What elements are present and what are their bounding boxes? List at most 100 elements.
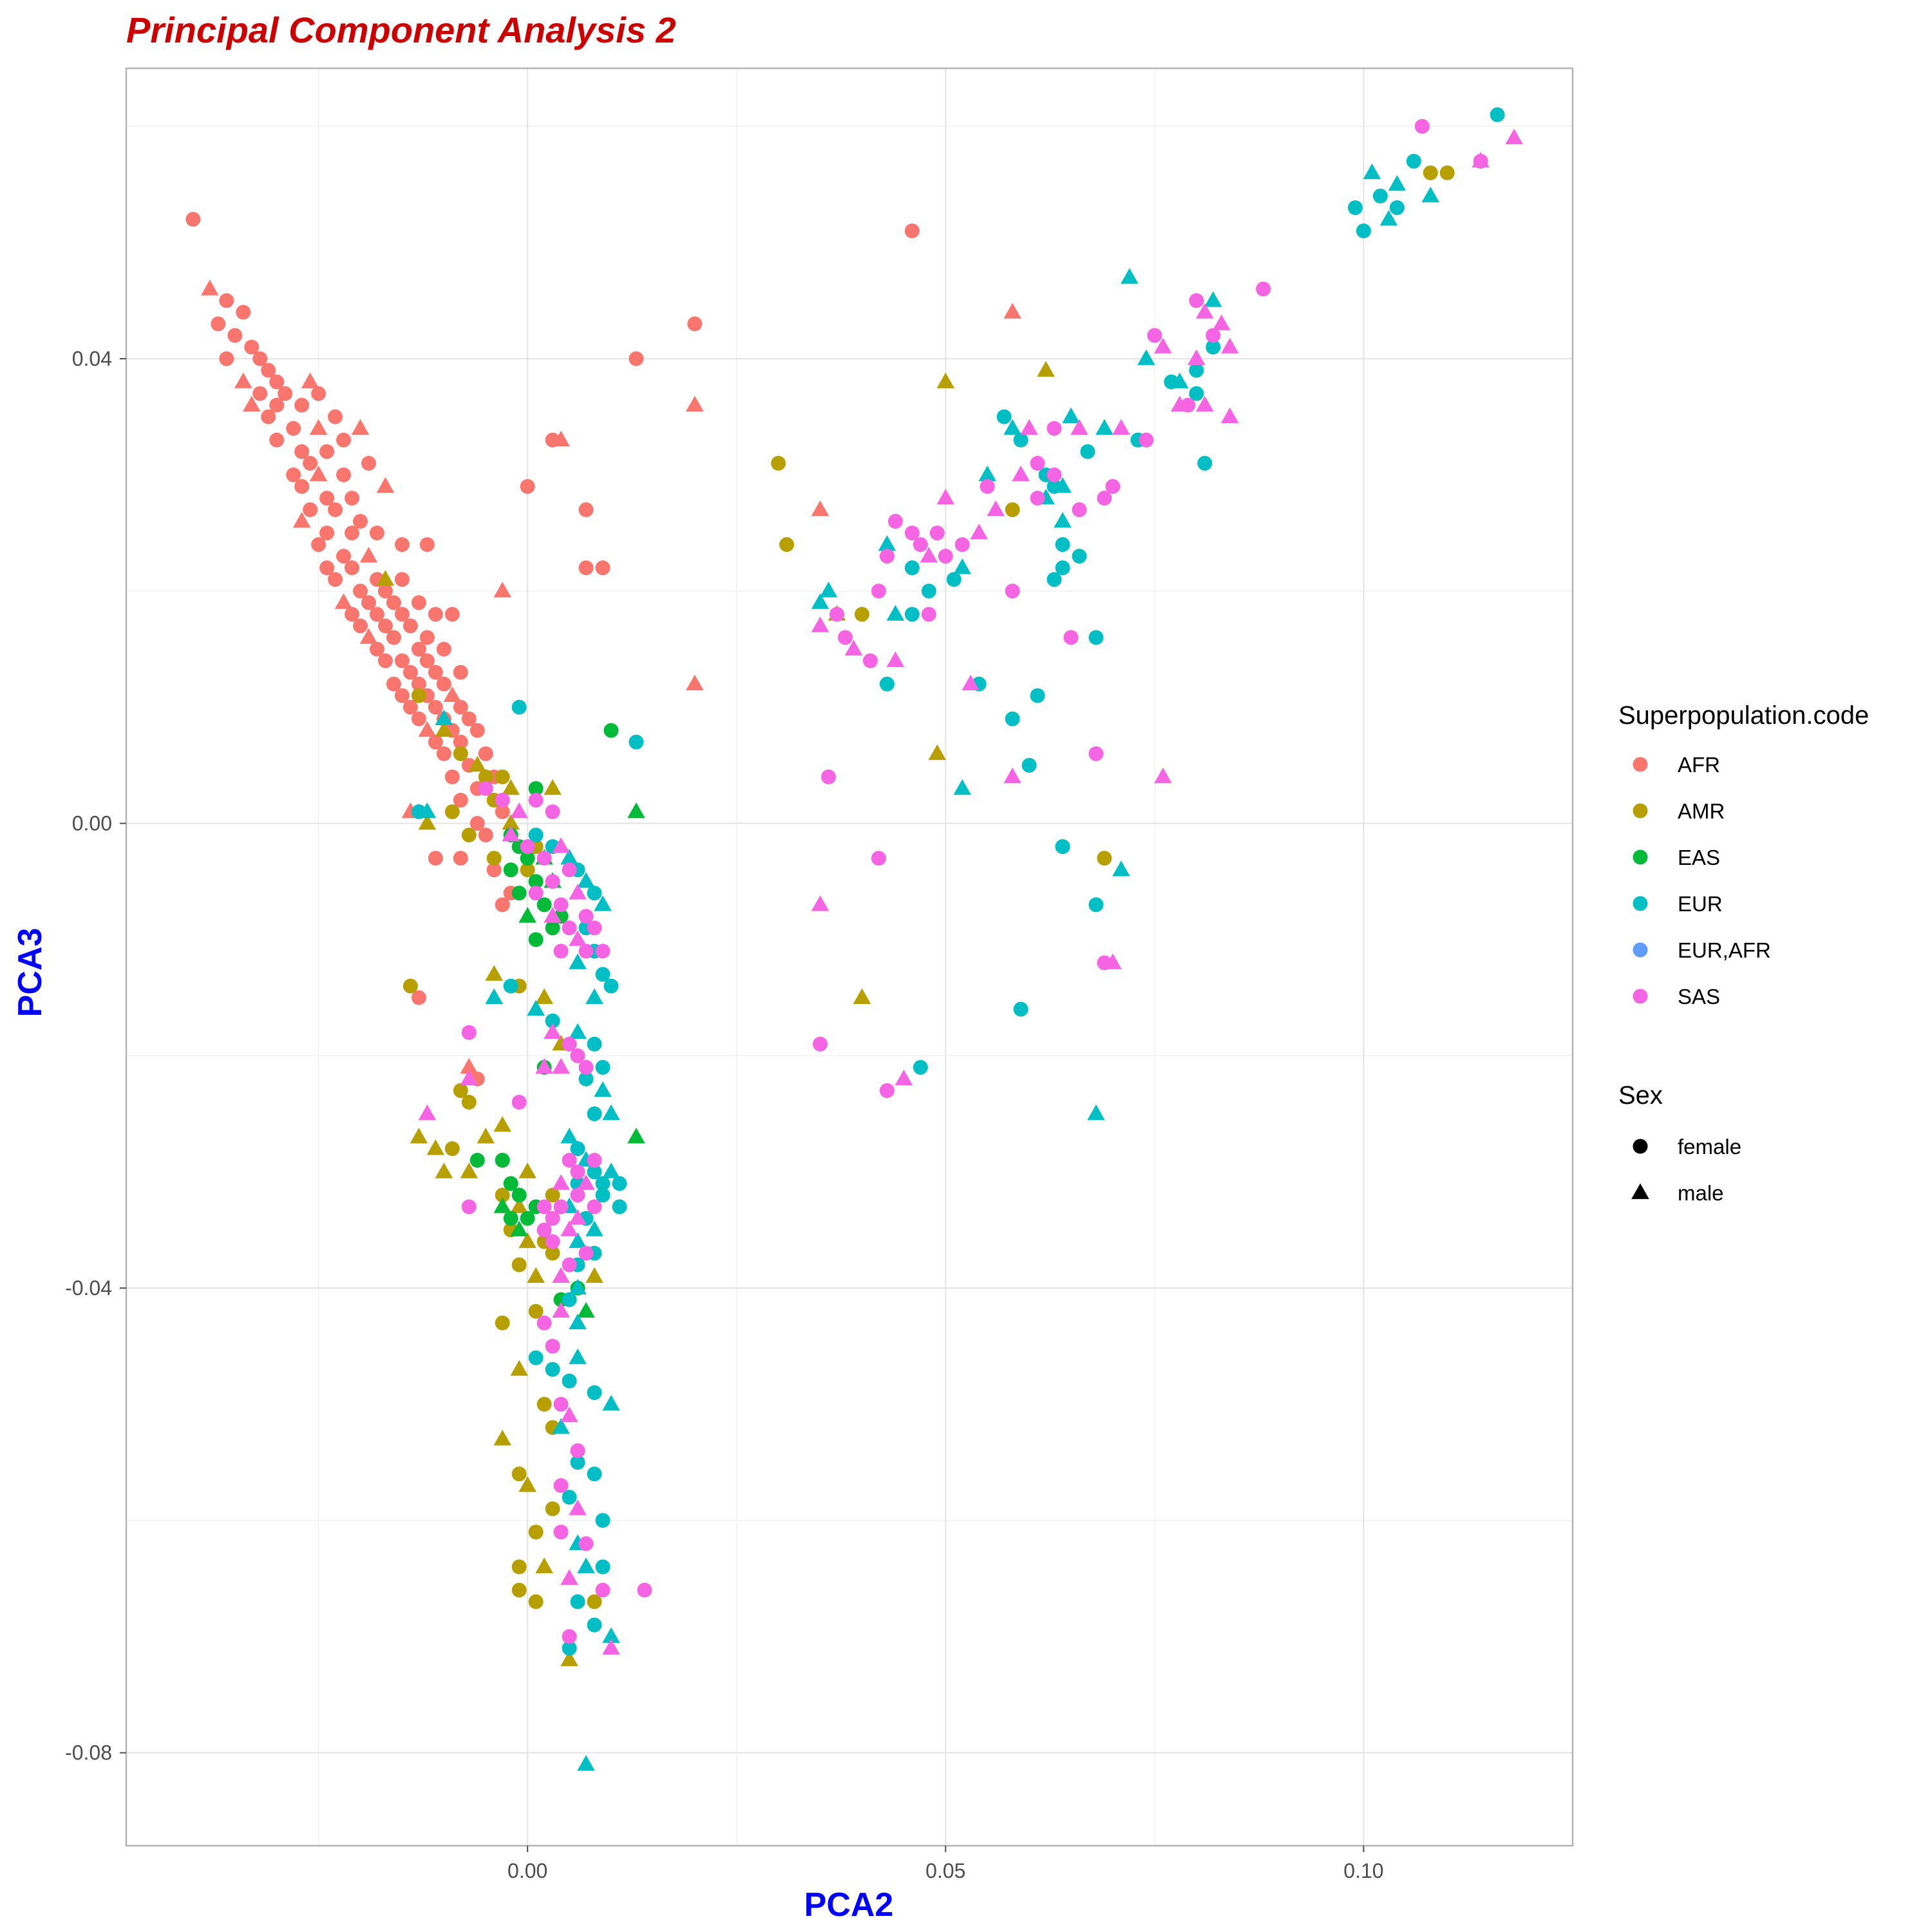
x-axis-ticks: 0.00 0.05 0.10 xyxy=(507,1846,1384,1882)
data-point xyxy=(577,1755,595,1771)
data-point xyxy=(577,872,595,888)
data-point xyxy=(553,1397,569,1412)
data-point xyxy=(528,1350,544,1365)
data-point xyxy=(435,721,453,737)
data-point xyxy=(493,1430,511,1446)
data-point xyxy=(528,792,544,808)
data-point xyxy=(686,395,704,412)
data-point xyxy=(577,1302,595,1318)
data-point xyxy=(319,560,335,576)
data-point xyxy=(595,560,611,576)
data-point xyxy=(410,1128,428,1144)
data-point xyxy=(771,455,786,471)
data-point xyxy=(528,828,544,843)
data-point xyxy=(569,930,587,946)
data-point xyxy=(1171,372,1189,388)
data-point xyxy=(1080,444,1095,459)
data-point xyxy=(394,537,410,553)
data-point xyxy=(536,897,552,913)
color-legend-entries: AFR AMR EAS EUR EUR,AFR SAS xyxy=(1633,753,1771,1009)
data-point xyxy=(585,1267,603,1283)
data-point xyxy=(535,988,553,1004)
data-point xyxy=(595,1188,611,1203)
data-point xyxy=(587,1106,602,1122)
data-point xyxy=(595,1582,611,1598)
data-point xyxy=(511,1094,527,1110)
data-point xyxy=(585,1220,603,1236)
data-points xyxy=(185,107,1523,1771)
data-point xyxy=(1072,549,1087,564)
data-point xyxy=(594,1081,612,1097)
data-point xyxy=(444,804,460,820)
data-point xyxy=(236,305,251,320)
data-point xyxy=(1147,328,1162,343)
data-point xyxy=(987,500,1005,516)
data-point xyxy=(569,1209,587,1225)
data-point xyxy=(386,595,401,611)
data-point xyxy=(578,502,594,517)
data-point xyxy=(376,477,395,493)
data-point xyxy=(460,1069,478,1086)
data-point xyxy=(1195,303,1214,319)
data-point xyxy=(376,570,395,586)
data-point xyxy=(1195,395,1214,412)
data-point xyxy=(511,1559,527,1575)
data-point xyxy=(319,526,335,541)
data-point xyxy=(528,1303,544,1319)
data-point xyxy=(562,1373,577,1388)
data-point xyxy=(428,607,443,622)
data-point xyxy=(495,769,510,784)
data-point xyxy=(1379,210,1398,226)
y-axis-ticks: 0.04 0.00 -0.04 -0.08 xyxy=(65,347,126,1765)
data-point xyxy=(377,618,393,634)
data-point xyxy=(394,607,410,622)
data-point xyxy=(286,467,301,482)
data-point xyxy=(535,1057,553,1074)
data-point xyxy=(510,1359,528,1376)
data-point xyxy=(544,907,562,923)
data-point xyxy=(569,1278,587,1294)
data-point xyxy=(1188,349,1206,365)
data-point xyxy=(461,711,477,726)
data-point xyxy=(819,582,838,598)
data-point xyxy=(569,1232,587,1248)
data-point xyxy=(578,560,594,576)
data-point xyxy=(269,397,285,413)
data-point xyxy=(811,895,829,911)
data-point xyxy=(402,665,418,680)
data-point xyxy=(502,826,520,842)
data-point xyxy=(569,1023,587,1039)
data-point xyxy=(1088,897,1104,913)
data-point xyxy=(227,328,243,343)
data-point xyxy=(1439,165,1455,180)
data-point xyxy=(1062,407,1080,424)
data-point xyxy=(829,607,845,622)
data-point xyxy=(1347,200,1363,215)
data-point xyxy=(502,779,520,795)
data-point xyxy=(495,1188,510,1203)
data-point xyxy=(545,1188,560,1203)
legend-label: EUR,AFR xyxy=(1678,938,1771,962)
legend-key-eur xyxy=(1633,896,1648,911)
data-point xyxy=(552,1057,570,1074)
data-point xyxy=(570,1443,585,1459)
data-point xyxy=(887,514,903,529)
data-point xyxy=(345,560,360,576)
data-point xyxy=(242,395,261,412)
data-point xyxy=(518,1476,536,1492)
data-point xyxy=(552,430,570,447)
data-point xyxy=(536,1199,552,1215)
data-point xyxy=(953,558,972,574)
data-point xyxy=(520,862,535,878)
data-point xyxy=(1005,711,1020,726)
legend-key-eas xyxy=(1633,849,1648,865)
data-point xyxy=(587,886,602,901)
data-point xyxy=(552,1418,570,1434)
data-point xyxy=(386,676,401,692)
data-point xyxy=(418,721,437,737)
data-point xyxy=(536,851,552,866)
data-point xyxy=(511,1188,527,1203)
x-tick-label: 0.05 xyxy=(925,1859,965,1882)
data-point xyxy=(1112,419,1130,435)
data-point xyxy=(453,1083,468,1098)
